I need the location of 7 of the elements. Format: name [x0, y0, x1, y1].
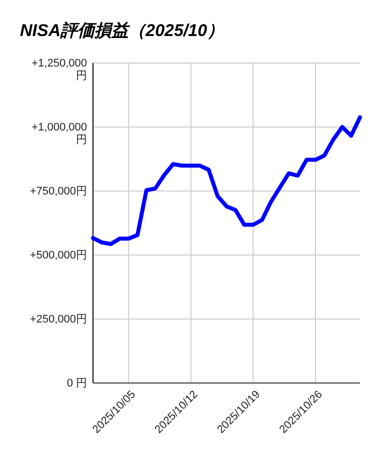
y-tick-label: +250,000円	[30, 314, 87, 326]
y-tick-label: +1,250,000円	[32, 58, 87, 82]
y-tick-label: +1,000,000円	[32, 122, 87, 146]
y-tick-label: +750,000円	[30, 186, 87, 198]
y-tick-label: +500,000円	[30, 250, 87, 262]
chart-title: NISA評価損益（2025/10）	[20, 21, 224, 40]
y-tick-label: 0 円	[66, 378, 87, 390]
